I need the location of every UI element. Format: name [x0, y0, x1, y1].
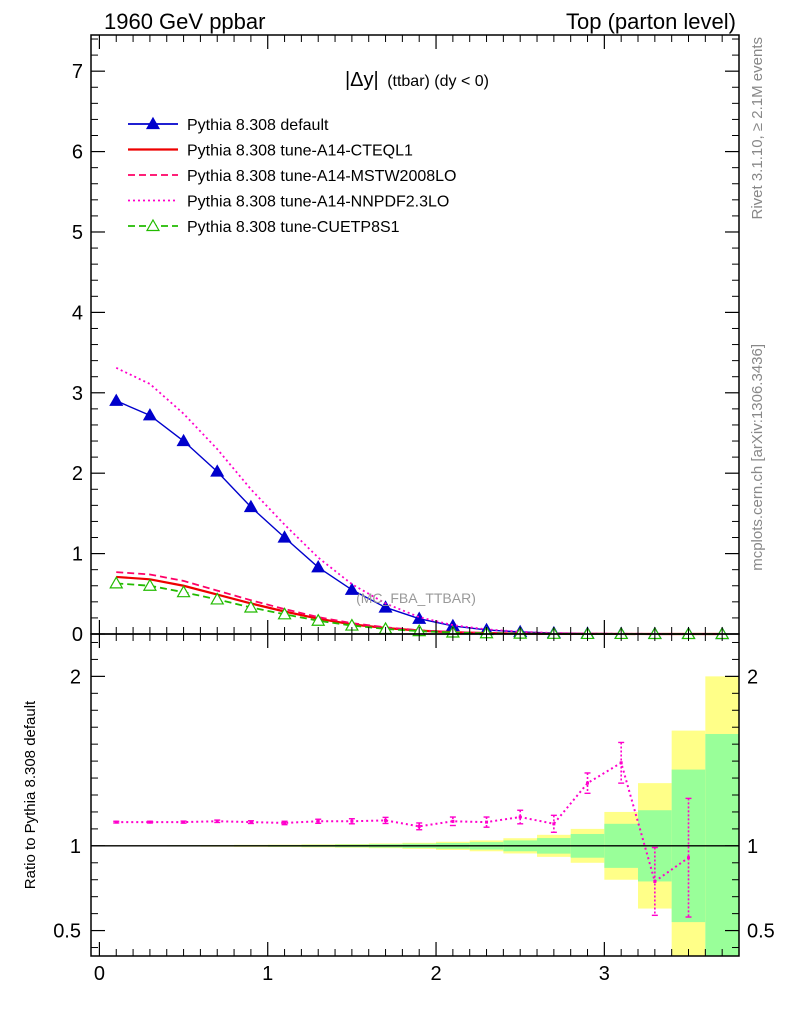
main-series-marker-4 [311, 613, 326, 626]
ratio-ytick-label-right: 1 [747, 836, 758, 858]
mcplots-label: mcplots.cern.ch [arXiv:1306.3436] [749, 344, 766, 571]
main-series-marker-4 [277, 607, 292, 620]
ratio-ytick-label: 1 [70, 836, 81, 858]
ratio-ytick-label: 0.5 [53, 921, 81, 943]
ratio-point [215, 819, 219, 823]
main-series-marker-4 [142, 578, 157, 591]
main-series-marker-0 [243, 499, 258, 513]
main-series-marker-0 [210, 464, 225, 477]
main-title: |Δy| (ttbar) (dy < 0) [345, 69, 489, 91]
legend-label-4: Pythia 8.308 tune-CUETP8S1 [187, 219, 400, 236]
legend: Pythia 8.308 default Pythia 8.308 tune-A1… [128, 116, 456, 236]
ratio-ytick-label: 2 [70, 666, 81, 688]
main-ytick-label: 3 [72, 383, 83, 405]
ratio-point [485, 820, 489, 824]
ratio-point [316, 819, 320, 823]
ratio-xtick-label: 0 [94, 963, 105, 985]
ratio-point [350, 819, 354, 823]
ratio-uncertainty-bands [91, 676, 739, 956]
ratio-panel-axes: 0.5 0.5 1 1 2 2 0 1 2 3 [53, 634, 775, 985]
main-series-marker-0 [142, 408, 157, 421]
ratio-band-inner [705, 733, 739, 956]
main-series-marker-0 [176, 433, 191, 447]
ratio-point [687, 856, 691, 860]
ratio-point [182, 820, 186, 824]
main-series-marker-4 [109, 576, 124, 589]
main-ytick-label: 4 [72, 302, 83, 324]
ratio-point [518, 815, 522, 819]
main-series-marker-0 [378, 600, 393, 613]
ratio-point [283, 821, 287, 825]
legend-label-1: Pythia 8.308 tune-A14-CTEQL1 [187, 143, 413, 160]
main-series-marker-0 [344, 582, 359, 595]
analysis-watermark: (MC_FBA_TTBAR) [356, 590, 476, 606]
main-ytick-label: 0 [72, 624, 83, 646]
ratio-point [114, 820, 118, 824]
header-right: Top (parton level) [566, 9, 736, 34]
ratio-panel-series [113, 741, 692, 918]
main-title-sub: (ttbar) (dy < 0) [387, 73, 489, 90]
ratio-point [384, 818, 388, 822]
legend-label-2: Pythia 8.308 tune-A14-MSTW2008LO [187, 168, 456, 185]
main-series-marker-0 [277, 530, 292, 543]
main-series-marker-0 [109, 393, 124, 406]
header-left: 1960 GeV ppbar [104, 9, 265, 34]
legend-marker-4 [145, 218, 161, 232]
main-series-marker-4 [210, 592, 225, 605]
ratio-series-line-0 [116, 761, 690, 884]
main-ytick-label: 5 [72, 222, 83, 244]
ratio-point [586, 781, 590, 785]
ratio-ytick-label-right: 0.5 [747, 921, 775, 943]
legend-label-3: Pythia 8.308 tune-A14-NNPDF2.3LO [187, 194, 449, 211]
ratio-point [619, 761, 623, 765]
ratio-point [148, 820, 152, 824]
main-ytick-label: 2 [72, 463, 83, 485]
ratio-point [417, 824, 421, 828]
ratio-ylabel: Ratio to Pythia 8.308 default [22, 700, 39, 889]
main-ytick-label: 6 [72, 142, 83, 164]
ratio-point [552, 822, 556, 826]
ratio-point [249, 820, 253, 824]
legend-marker-0 [145, 116, 161, 130]
ratio-xtick-label: 1 [262, 963, 273, 985]
legend-label-0: Pythia 8.308 default [187, 117, 329, 134]
main-series-marker-4 [176, 584, 191, 598]
ratio-point [451, 819, 455, 823]
ratio-point [653, 879, 657, 883]
main-series-marker-4 [243, 600, 258, 613]
ratio-ytick-label-right: 2 [747, 666, 758, 688]
main-ytick-label: 1 [72, 544, 83, 566]
main-ytick-label: 7 [72, 61, 83, 83]
main-title-symbol: |Δy| [345, 69, 379, 91]
main-series-marker-0 [311, 560, 326, 573]
ratio-xtick-label: 3 [599, 963, 610, 985]
main-panel-axes: 0 1 2 3 4 5 6 7 [72, 35, 740, 646]
rivet-label: Rivet 3.1.10, ≥ 2.1M events [749, 37, 766, 220]
ratio-xtick-label: 2 [430, 963, 441, 985]
